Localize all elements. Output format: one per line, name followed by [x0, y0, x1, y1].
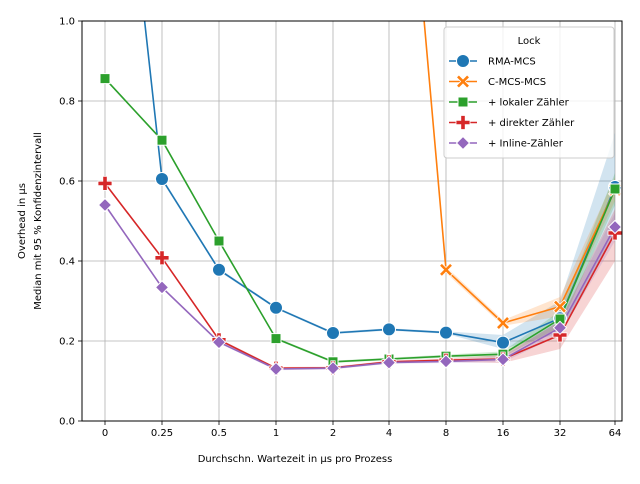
y-tick-label: 0.4 — [59, 257, 75, 268]
legend-entry-lokaler-z-hler: + lokaler Zähler — [449, 96, 570, 109]
legend-entry-inline-z-hler: + Inline-Zähler — [449, 135, 564, 151]
legend-entries: RMA-MCS C-MCS-MCS + lokaler Zähler + direkt… — [449, 54, 575, 151]
plot-frame — [81, 20, 623, 422]
c-mcs-mcs-point — [495, 315, 511, 331]
legend-title: Lock — [518, 36, 541, 47]
rma-mcs-point — [212, 262, 226, 277]
lokaler-z-hler-point — [270, 333, 282, 345]
lokaler-z-hler-point — [609, 183, 621, 195]
inline-z-hler-point — [381, 355, 397, 370]
legend-label: + lokaler Zähler — [488, 98, 570, 109]
direkter-z-hler-point — [97, 176, 113, 191]
legend: Lock RMA-MCS C-MCS-MCS + lokaler Zähler + d… — [443, 26, 615, 159]
x-tick-label: 32 — [554, 428, 567, 439]
x-tick-label: 0 — [102, 428, 108, 439]
c-mcs-mcs-point — [552, 299, 568, 314]
y-tick-label: 0.6 — [59, 177, 75, 188]
lokaler-z-hler-point — [213, 235, 225, 247]
inline-z-hler-point — [495, 352, 511, 367]
legend-label: + direkter Zähler — [488, 118, 575, 129]
rma-mcs-point — [326, 326, 340, 340]
x-tick-label: 8 — [443, 428, 449, 439]
x-tick-label: 64 — [609, 428, 622, 439]
inline-z-hler-point — [607, 219, 622, 235]
inline-z-hler-point — [268, 361, 284, 377]
y-tick-label: 1.0 — [59, 17, 75, 28]
x-tick-label: 1 — [273, 428, 279, 439]
x-tick-label: 0.5 — [211, 428, 227, 439]
rma-mcs-point — [439, 325, 453, 340]
lokaler-z-hler-point — [156, 134, 168, 146]
x-tick-label: 0.25 — [151, 428, 173, 439]
legend-marker — [456, 54, 470, 68]
direkter-z-hler-point — [154, 250, 170, 266]
inline-z-hler-point — [154, 280, 170, 295]
legend-label: RMA-MCS — [488, 57, 536, 68]
rma-mcs-line — [143, 21, 616, 344]
legend-label: + Inline-Zähler — [488, 139, 564, 150]
series-markers — [97, 73, 622, 377]
legend-label: C-MCS-MCS — [488, 77, 546, 88]
inline-z-hler-line — [104, 204, 616, 370]
x-axis-label: Durchschn. Wartezeit in µs pro Prozess — [198, 454, 393, 465]
inline-z-hler-point — [325, 360, 341, 376]
inline-z-hler-point — [211, 334, 227, 350]
legend-marker — [457, 96, 469, 108]
legend-entry-c-mcs-mcs: C-MCS-MCS — [449, 74, 546, 89]
x-tick-label: 2 — [330, 428, 336, 439]
inline-z-hler-point — [552, 320, 568, 336]
inline-z-hler-point — [438, 354, 454, 369]
x-tick-label: 4 — [386, 428, 392, 439]
y-axis: 0.0 0.2 0.4 0.6 0.8 1.0 — [59, 17, 82, 428]
rma-mcs-point — [269, 300, 283, 315]
y-axis-label-line1: Overhead in µs — [17, 183, 28, 259]
legend-entry-rma-mcs: RMA-MCS — [449, 54, 536, 68]
y-tick-label: 0.2 — [59, 337, 75, 348]
y-tick-label: 0.0 — [59, 417, 75, 428]
lokaler-z-hler-line — [104, 78, 616, 363]
x-tick-label: 16 — [497, 428, 510, 439]
legend-entry-direkter-z-hler: + direkter Zähler — [449, 115, 575, 130]
y-tick-label: 0.8 — [59, 97, 75, 108]
rma-mcs-confidence-band — [144, 21, 615, 349]
lokaler-z-hler-point — [99, 73, 111, 85]
y-axis-label-line2: Median mit 95 % Konfidenzintervall — [33, 132, 44, 310]
legend-marker — [455, 135, 471, 151]
rma-mcs-point — [496, 335, 510, 350]
x-axis: 0 0.25 0.5 1 2 4 8 16 32 64 — [102, 421, 622, 439]
legend-marker — [455, 115, 471, 130]
legend-marker — [455, 74, 471, 89]
legend-frame — [443, 26, 615, 159]
c-mcs-mcs-point — [438, 262, 454, 277]
rma-mcs-point — [155, 172, 169, 186]
rma-mcs-point — [382, 322, 396, 337]
inline-z-hler-point — [97, 197, 113, 213]
